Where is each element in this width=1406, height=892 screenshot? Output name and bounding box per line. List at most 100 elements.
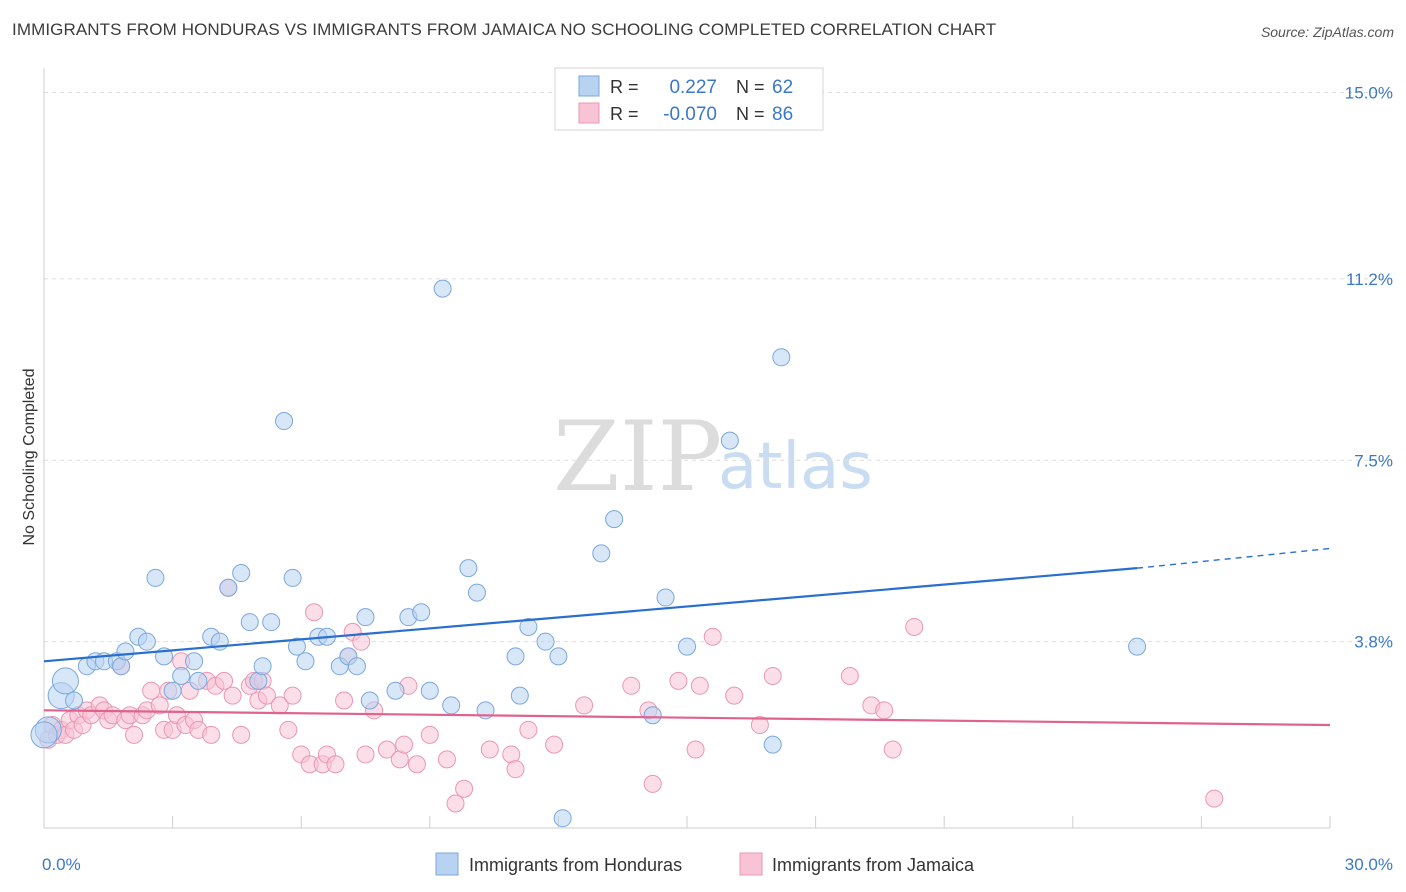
jamaica-point bbox=[686, 740, 705, 759]
chart-title: IMMIGRANTS FROM HONDURAS VS IMMIGRANTS F… bbox=[12, 20, 997, 39]
stats-legend: R = 0.227 N = 62 R = -0.070 N = 86 bbox=[554, 67, 824, 131]
x-tick-label-max: 30.0% bbox=[1345, 855, 1393, 874]
honduras-point bbox=[163, 681, 182, 700]
trend-line-honduras bbox=[43, 567, 1138, 663]
jamaica-point bbox=[883, 740, 902, 759]
jamaica-point bbox=[840, 667, 859, 685]
honduras-point bbox=[592, 544, 611, 563]
jamaica-point bbox=[622, 676, 641, 695]
jamaica-point bbox=[545, 735, 564, 754]
jamaica-point bbox=[420, 725, 439, 744]
y-tick-label: 11.2% bbox=[1346, 270, 1393, 289]
jamaica-point bbox=[257, 686, 276, 705]
honduras-point bbox=[172, 667, 191, 685]
honduras-point bbox=[442, 696, 461, 715]
honduras-point bbox=[262, 613, 281, 632]
honduras-point bbox=[360, 691, 379, 710]
stats-legend-box bbox=[554, 67, 824, 131]
jamaica-point bbox=[506, 760, 525, 779]
honduras-point bbox=[549, 647, 568, 666]
jamaica-point bbox=[125, 725, 144, 744]
jamaica-point bbox=[703, 627, 722, 646]
honduras-point bbox=[146, 568, 165, 587]
source-label: Source: ZipAtlas.com bbox=[1260, 24, 1394, 40]
gridlines bbox=[44, 92, 1393, 643]
y-tick-label: 7.5% bbox=[1354, 451, 1393, 470]
jamaica-point bbox=[725, 686, 744, 705]
honduras-point bbox=[506, 647, 525, 666]
honduras-point bbox=[772, 348, 791, 367]
honduras-point bbox=[185, 652, 204, 671]
honduras-point bbox=[433, 279, 452, 298]
jamaica-point bbox=[690, 676, 709, 695]
honduras-point bbox=[137, 632, 156, 651]
honduras-point bbox=[253, 657, 272, 676]
series-legend-swatch-jamaica bbox=[739, 852, 763, 876]
jamaica-point bbox=[150, 696, 169, 715]
honduras-point bbox=[275, 412, 294, 431]
jamaica-point bbox=[763, 667, 782, 685]
series-legend-swatch-honduras bbox=[435, 852, 459, 876]
honduras-point bbox=[510, 686, 529, 705]
honduras-point bbox=[219, 578, 238, 597]
jamaica-point bbox=[232, 725, 251, 744]
trend-line-honduras-extension bbox=[1137, 547, 1331, 569]
series-legend: Immigrants from Honduras Immigrants from… bbox=[435, 852, 975, 876]
jamaica-point bbox=[455, 779, 474, 798]
jamaica-point bbox=[377, 740, 396, 759]
honduras-point bbox=[283, 568, 302, 587]
legend-r-label-jamaica: R = bbox=[610, 104, 639, 124]
jamaica-point bbox=[1205, 789, 1224, 808]
honduras-point bbox=[386, 681, 405, 700]
honduras-point bbox=[65, 691, 84, 710]
jamaica-point bbox=[305, 603, 324, 622]
jamaica-point bbox=[480, 740, 499, 759]
legend-r-value-honduras: 0.227 bbox=[669, 77, 717, 98]
jamaica-point bbox=[202, 725, 221, 744]
honduras-point bbox=[287, 637, 306, 656]
y-tick-label: 3.8% bbox=[1354, 633, 1393, 652]
jamaica-point bbox=[335, 691, 354, 710]
jamaica-point bbox=[905, 617, 924, 636]
series-legend-label-jamaica: Immigrants from Jamaica bbox=[772, 855, 975, 875]
jamaica-point bbox=[142, 681, 161, 700]
honduras-point bbox=[656, 588, 675, 607]
honduras-point bbox=[356, 608, 375, 627]
legend-n-label-jamaica: N = bbox=[736, 104, 765, 124]
legend-swatch-jamaica bbox=[578, 102, 600, 124]
jamaica-point bbox=[875, 701, 894, 720]
honduras-point bbox=[347, 657, 366, 676]
honduras-point bbox=[536, 632, 555, 651]
jamaica-point bbox=[356, 745, 375, 764]
honduras-point bbox=[720, 431, 739, 450]
legend-n-label-honduras: N = bbox=[736, 77, 765, 97]
jamaica-point bbox=[643, 774, 662, 793]
honduras-point bbox=[412, 603, 431, 622]
honduras-point bbox=[467, 583, 486, 602]
jamaica-point bbox=[669, 671, 688, 690]
jamaica-point bbox=[407, 755, 426, 774]
watermark-atlas: atlas bbox=[718, 430, 873, 504]
honduras-point bbox=[678, 637, 696, 656]
jamaica-point bbox=[223, 686, 242, 705]
jamaica-point bbox=[446, 794, 465, 813]
honduras-point bbox=[240, 613, 259, 632]
honduras-point bbox=[553, 809, 572, 828]
honduras-point bbox=[51, 667, 79, 695]
legend-r-value-jamaica: -0.070 bbox=[663, 104, 717, 125]
jamaica-point bbox=[395, 735, 414, 754]
honduras-point bbox=[30, 721, 58, 749]
honduras-point bbox=[519, 617, 538, 636]
legend-r-label-honduras: R = bbox=[610, 77, 639, 97]
jamaica-point bbox=[437, 750, 456, 769]
series-legend-label-honduras: Immigrants from Honduras bbox=[469, 855, 682, 875]
jamaica-point bbox=[279, 720, 298, 739]
y-axis-label: No Schooling Completed bbox=[21, 369, 38, 546]
jamaica-point bbox=[750, 716, 769, 735]
y-tick-labels: 3.8% 7.5% 11.2% 15.0% bbox=[1345, 84, 1393, 652]
honduras-point bbox=[296, 652, 315, 671]
jamaica-point bbox=[283, 686, 302, 705]
jamaica-point bbox=[519, 720, 538, 739]
jamaica-point bbox=[215, 671, 234, 690]
jamaica-point bbox=[326, 755, 345, 774]
